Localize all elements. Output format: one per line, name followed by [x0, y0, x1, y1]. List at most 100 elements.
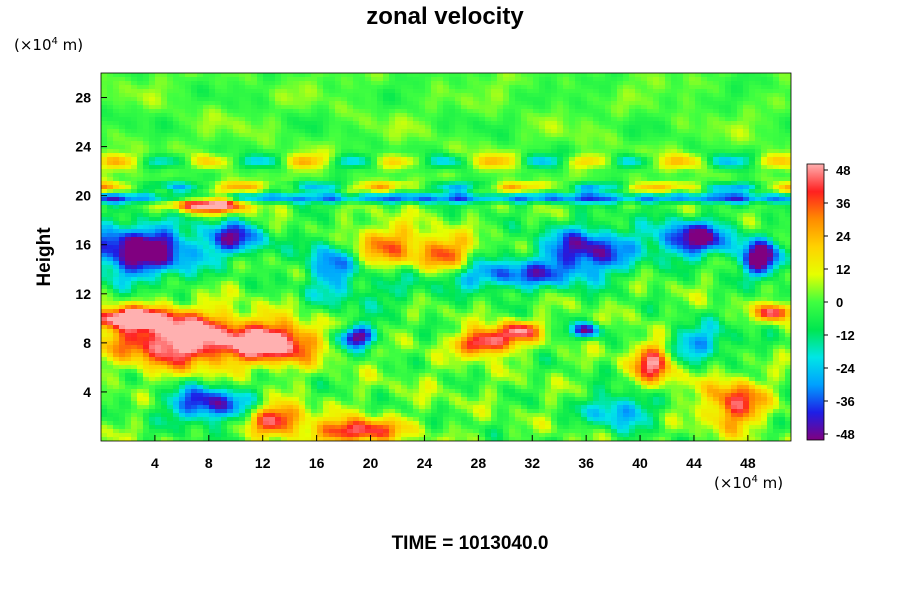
heatmap-cell: [629, 233, 636, 238]
heatmap-cell: [317, 237, 324, 242]
heatmap-cell: [329, 205, 336, 210]
heatmap-cell: [155, 141, 162, 146]
heatmap-cell: [587, 113, 594, 118]
heatmap-cell: [419, 169, 426, 174]
heatmap-cell: [335, 229, 342, 234]
heatmap-cell: [485, 241, 492, 246]
heatmap-cell: [143, 221, 150, 226]
heatmap-cell: [659, 213, 666, 218]
heatmap-cell: [701, 157, 708, 162]
heatmap-cell: [491, 141, 498, 146]
heatmap-cell: [113, 109, 120, 114]
heatmap-cell: [551, 85, 558, 90]
heatmap-cell: [161, 241, 168, 246]
heatmap-cell: [587, 97, 594, 102]
heatmap-cell: [173, 93, 180, 98]
heatmap-cell: [395, 153, 402, 158]
heatmap-cell: [737, 189, 744, 194]
heatmap-cell: [785, 177, 791, 182]
heatmap-cell: [425, 121, 432, 126]
heatmap-cell: [521, 125, 528, 130]
heatmap-cell: [365, 241, 372, 246]
heatmap-cell: [227, 97, 234, 102]
heatmap-cell: [425, 97, 432, 102]
heatmap-cell: [467, 129, 474, 134]
heatmap-cell: [689, 97, 696, 102]
heatmap-cell: [449, 197, 456, 202]
heatmap-cell: [779, 145, 786, 150]
heatmap-cell: [605, 173, 612, 178]
heatmap-cell: [347, 209, 354, 214]
heatmap-cell: [113, 85, 120, 90]
heatmap-cell: [503, 137, 510, 142]
heatmap-cell: [137, 125, 144, 130]
heatmap-cell: [377, 173, 384, 178]
heatmap-cell: [311, 137, 318, 142]
heatmap-cell: [497, 77, 504, 82]
heatmap-cell: [689, 117, 696, 122]
heatmap-cell: [329, 229, 336, 234]
heatmap-cell: [671, 157, 678, 162]
heatmap-cell: [299, 241, 306, 246]
heatmap-cell: [185, 205, 192, 210]
heatmap-cell: [401, 149, 408, 154]
heatmap-cell: [473, 81, 480, 86]
heatmap-cell: [173, 117, 180, 122]
heatmap-cell: [527, 153, 534, 158]
heatmap-cell: [191, 193, 198, 198]
heatmap-cell: [473, 197, 480, 202]
heatmap-cell: [353, 217, 360, 222]
heatmap-cell: [413, 221, 420, 226]
heatmap-cell: [347, 121, 354, 126]
heatmap-cell: [443, 165, 450, 170]
heatmap-cell: [575, 89, 582, 94]
heatmap-cell: [749, 129, 756, 134]
heatmap-cell: [209, 189, 216, 194]
heatmap-cell: [785, 113, 791, 118]
heatmap-cell: [749, 145, 756, 150]
heatmap-cell: [113, 161, 120, 166]
heatmap-cell: [221, 213, 228, 218]
heatmap-cell: [317, 161, 324, 166]
heatmap-cell: [125, 153, 132, 158]
heatmap-cell: [431, 117, 438, 122]
heatmap-cell: [545, 169, 552, 174]
heatmap-cell: [557, 241, 564, 246]
heatmap-cell: [503, 97, 510, 102]
heatmap-cell: [293, 145, 300, 150]
heatmap-cell: [359, 93, 366, 98]
heatmap-cell: [257, 161, 264, 166]
heatmap-cell: [557, 105, 564, 110]
heatmap-cell: [197, 193, 204, 198]
heatmap-cell: [185, 185, 192, 190]
heatmap-cell: [719, 169, 726, 174]
heatmap-cell: [167, 209, 174, 214]
heatmap-cell: [287, 177, 294, 182]
heatmap-cell: [287, 209, 294, 214]
heatmap-cell: [239, 109, 246, 114]
heatmap-cell: [155, 213, 162, 218]
heatmap-cell: [257, 189, 264, 194]
heatmap-cell: [695, 169, 702, 174]
heatmap-cell: [575, 93, 582, 98]
heatmap-cell: [293, 117, 300, 122]
heatmap-cell: [677, 81, 684, 86]
heatmap-cell: [161, 145, 168, 150]
heatmap-cell: [149, 213, 156, 218]
heatmap-cell: [623, 149, 630, 154]
heatmap-cell: [461, 205, 468, 210]
heatmap-cell: [161, 205, 168, 210]
heatmap-cell: [179, 193, 186, 198]
heatmap-cell: [707, 121, 714, 126]
heatmap-cell: [431, 229, 438, 234]
heatmap-cell: [335, 185, 342, 190]
heatmap-cell: [251, 77, 258, 82]
heatmap-cell: [761, 165, 768, 170]
heatmap-cell: [191, 85, 198, 90]
heatmap-cell: [377, 237, 384, 242]
heatmap-cell: [149, 161, 156, 166]
heatmap-cell: [695, 129, 702, 134]
heatmap-cell: [107, 229, 114, 234]
heatmap-cell: [551, 117, 558, 122]
heatmap-cell: [563, 197, 570, 202]
